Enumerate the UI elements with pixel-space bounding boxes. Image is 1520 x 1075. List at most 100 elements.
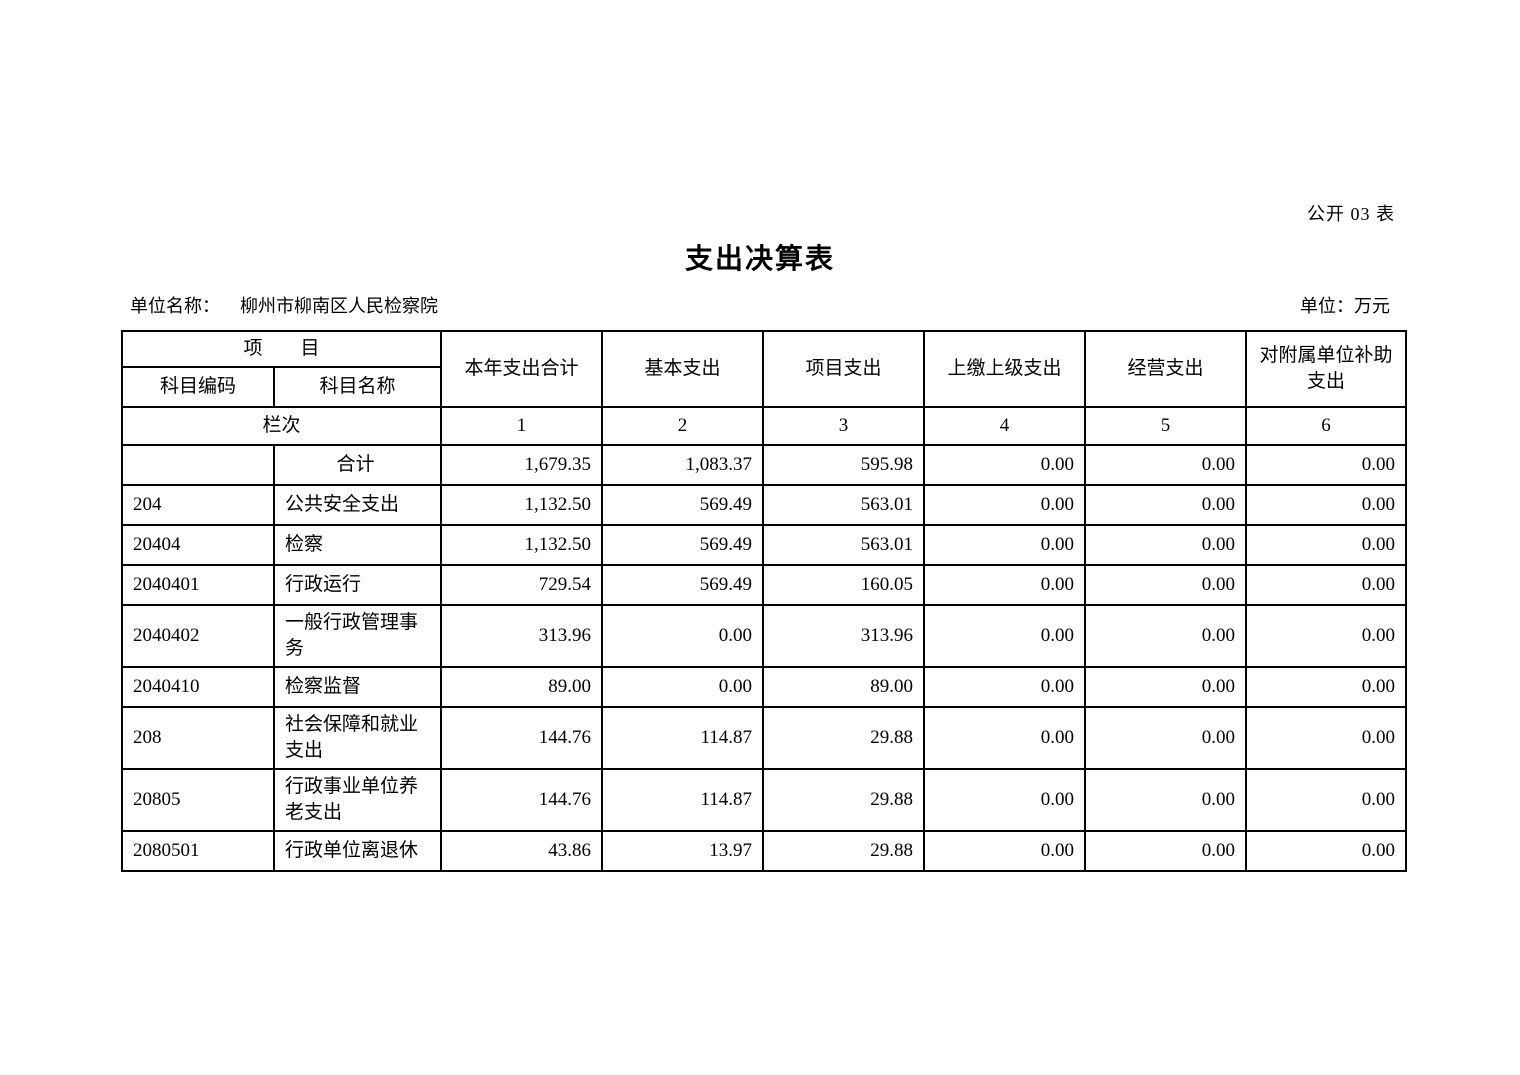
cell-amount: 0.00 <box>1245 666 1408 708</box>
cell-amount: 1,083.37 <box>601 444 765 486</box>
cell-amount: 114.87 <box>601 706 765 770</box>
cell-amount: 0.00 <box>923 604 1087 668</box>
column-index-5: 5 <box>1084 406 1248 446</box>
cell-subject-name: 合计 <box>272 444 443 486</box>
cell-amount: 1,132.50 <box>440 524 604 566</box>
header-basic-expenditure: 基本支出 <box>601 330 765 408</box>
column-index-3: 3 <box>762 406 926 446</box>
cell-amount: 43.86 <box>440 830 604 872</box>
cell-subject-code: 2040410 <box>121 666 275 708</box>
cell-amount: 13.97 <box>601 830 765 872</box>
cell-amount: 569.49 <box>601 524 765 566</box>
cell-amount: 29.88 <box>762 768 926 832</box>
cell-subject-name: 公共安全支出 <box>272 484 443 526</box>
cell-amount: 313.96 <box>762 604 926 668</box>
header-subject-code: 科目编码 <box>121 366 275 408</box>
cell-amount: 569.49 <box>601 484 765 526</box>
header-subject-name: 科目名称 <box>272 366 443 408</box>
cell-amount: 0.00 <box>923 830 1087 872</box>
cell-subject-code: 208 <box>121 706 275 770</box>
cell-subject-name: 检察 <box>272 524 443 566</box>
cell-amount: 1,679.35 <box>440 444 604 486</box>
cell-subject-code: 20404 <box>121 524 275 566</box>
cell-subject-name: 行政事业单位养老支出 <box>272 768 443 832</box>
cell-subject-name: 检察监督 <box>272 666 443 708</box>
cell-amount: 569.49 <box>601 564 765 606</box>
cell-amount: 0.00 <box>1245 830 1408 872</box>
cell-amount: 0.00 <box>923 484 1087 526</box>
cell-amount: 89.00 <box>440 666 604 708</box>
expenditure-table: 项 目 本年支出合计 基本支出 项目支出 上缴上级支出 经营支出 对附属单位补助… <box>120 330 1408 872</box>
cell-amount: 0.00 <box>1084 830 1248 872</box>
table-row: 208 社会保障和就业支出 144.76 114.87 29.88 0.00 0.00 0.0… <box>121 706 1408 770</box>
header-operating-expenditure: 经营支出 <box>1084 330 1248 408</box>
cell-subject-code: 2040402 <box>121 604 275 668</box>
header-upturned-expenditure: 上缴上级支出 <box>923 330 1087 408</box>
column-index-2: 2 <box>601 406 765 446</box>
column-index-label: 栏次 <box>120 406 443 446</box>
page-title: 支出决算表 <box>684 244 835 275</box>
cell-amount: 729.54 <box>440 564 604 606</box>
unit-name-value: 柳州市柳南区人民检察院 <box>240 296 438 316</box>
column-index-1: 1 <box>440 406 604 446</box>
cell-amount: 144.76 <box>440 768 604 832</box>
cell-subject-code: 204 <box>121 484 275 526</box>
cell-amount: 0.00 <box>1245 444 1408 486</box>
cell-amount: 1,132.50 <box>440 484 604 526</box>
header-item-group: 项 目 <box>120 330 443 368</box>
cell-subject-code <box>121 444 275 486</box>
cell-amount: 0.00 <box>923 768 1087 832</box>
cell-subject-code: 20805 <box>121 768 275 832</box>
header-row-subject: 科目编码 科目名称 <box>121 366 1406 408</box>
unit-name-line: 单位名称： 柳州市柳南区人民检察院 <box>130 292 438 318</box>
cell-amount: 0.00 <box>923 666 1087 708</box>
cell-amount: 0.00 <box>1084 768 1248 832</box>
header-subsidy-expenditure: 对附属单位补助支出 <box>1245 330 1408 408</box>
header-project-expenditure: 项目支出 <box>762 330 926 408</box>
unit-name-label: 单位名称： <box>130 296 220 316</box>
cell-amount: 0.00 <box>1084 444 1248 486</box>
cell-amount: 0.00 <box>1084 564 1248 606</box>
table-row-total: 合计 1,679.35 1,083.37 595.98 0.00 0.00 0.00 <box>121 444 1408 486</box>
cell-amount: 0.00 <box>1245 706 1408 770</box>
cell-amount: 563.01 <box>762 484 926 526</box>
cell-amount: 0.00 <box>1245 524 1408 566</box>
cell-subject-name: 行政运行 <box>272 564 443 606</box>
cell-amount: 160.05 <box>762 564 926 606</box>
currency-unit-label: 单位：万元 <box>1300 296 1390 316</box>
table-row: 2040410 检察监督 89.00 0.00 89.00 0.00 0.00 0.00 <box>121 666 1408 708</box>
cell-subject-code: 2080501 <box>121 830 275 872</box>
cell-subject-name: 一般行政管理事务 <box>272 604 443 668</box>
table-row: 20404 检察 1,132.50 569.49 563.01 0.00 0.00 0.00 <box>121 524 1408 566</box>
table-row: 204 公共安全支出 1,132.50 569.49 563.01 0.00 0.00 0.0… <box>121 484 1408 526</box>
cell-amount: 0.00 <box>923 706 1087 770</box>
cell-amount: 313.96 <box>440 604 604 668</box>
cell-subject-name: 社会保障和就业支出 <box>272 706 443 770</box>
cell-amount: 0.00 <box>1084 706 1248 770</box>
column-index-row: 栏次 1 2 3 4 5 6 <box>120 406 1408 446</box>
table-row: 2040402 一般行政管理事务 313.96 0.00 313.96 0.00 0.00 0… <box>121 604 1408 668</box>
table-row: 2040401 行政运行 729.54 569.49 160.05 0.00 0.00 0.0… <box>121 564 1408 606</box>
cell-amount: 0.00 <box>1084 666 1248 708</box>
cell-amount: 0.00 <box>601 604 765 668</box>
cell-amount: 0.00 <box>1245 604 1408 668</box>
cell-amount: 0.00 <box>1245 768 1408 832</box>
cell-subject-name: 行政单位离退休 <box>272 830 443 872</box>
doc-number-label: 公开 03 表 <box>1307 204 1395 224</box>
cell-amount: 0.00 <box>1245 564 1408 606</box>
column-index-6: 6 <box>1245 406 1408 446</box>
column-index-4: 4 <box>923 406 1087 446</box>
cell-amount: 0.00 <box>1084 524 1248 566</box>
header-row-item: 项 目 本年支出合计 基本支出 项目支出 上缴上级支出 经营支出 对附属单位补助… <box>120 330 1408 408</box>
cell-subject-code: 2040401 <box>121 564 275 606</box>
header-total-expenditure: 本年支出合计 <box>440 330 604 408</box>
cell-amount: 144.76 <box>440 706 604 770</box>
cell-amount: 89.00 <box>762 666 926 708</box>
cell-amount: 0.00 <box>601 666 765 708</box>
table-row: 2080501 行政单位离退休 43.86 13.97 29.88 0.00 0.00 0.0… <box>121 830 1408 872</box>
cell-amount: 29.88 <box>762 706 926 770</box>
cell-amount: 0.00 <box>1084 484 1248 526</box>
table-row: 20805 行政事业单位养老支出 144.76 114.87 29.88 0.00 0.00… <box>121 768 1408 832</box>
cell-amount: 0.00 <box>923 524 1087 566</box>
